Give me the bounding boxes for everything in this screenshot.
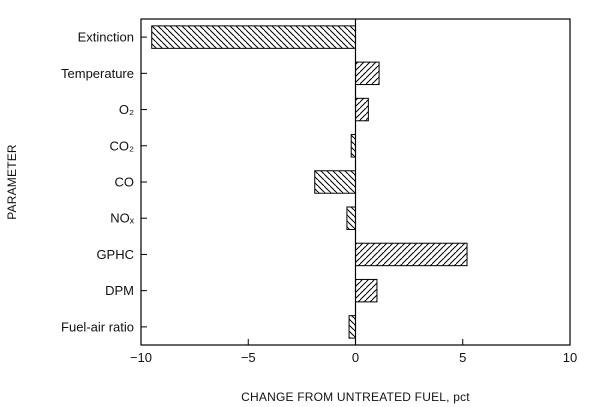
bars (151, 25, 468, 339)
category-label-0: Extinction (78, 30, 134, 45)
bar-3 (350, 134, 356, 158)
bar-1 (355, 61, 380, 86)
bar-2 (355, 97, 369, 122)
ticks: Extinction Temperature O₂ CO₂ CO NOₓ GPHC DPM Fu… (61, 30, 577, 365)
x-tick-label-4: 10 (563, 350, 577, 365)
category-label-7: DPM (105, 283, 134, 298)
x-axis-title: CHANGE FROM UNTREATED FUEL, pct (241, 390, 470, 404)
category-label-4: CO (115, 175, 135, 190)
x-tick-label-1: −5 (241, 350, 256, 365)
category-label-5: NOₓ (110, 211, 135, 226)
bar-4 (314, 170, 356, 194)
x-tick-label-2: 0 (352, 350, 359, 365)
bar-5 (346, 206, 357, 230)
bar-7 (355, 278, 378, 303)
category-label-8: Fuel-air ratio (61, 319, 134, 334)
x-tick-label-0: −10 (130, 350, 152, 365)
category-label-2: O₂ (119, 102, 134, 117)
category-label-1: Temperature (61, 66, 134, 81)
bar-8 (348, 315, 357, 339)
bar-0 (151, 25, 356, 49)
bar-6 (355, 242, 468, 267)
category-label-3: CO₂ (109, 138, 134, 153)
x-tick-label-3: 5 (459, 350, 466, 365)
category-label-6: GPHC (96, 247, 134, 262)
y-axis-title: PARAMETER (5, 144, 19, 220)
